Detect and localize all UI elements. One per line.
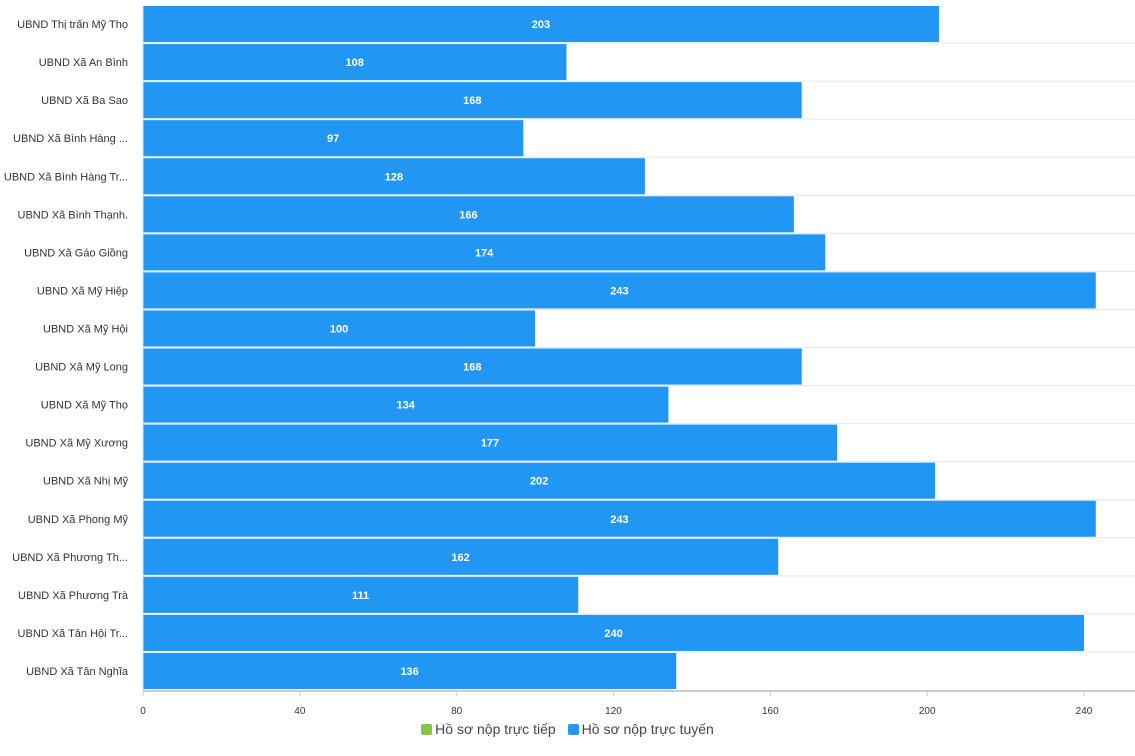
bar[interactable] (143, 272, 1096, 309)
bar[interactable] (143, 462, 936, 499)
bar[interactable] (143, 82, 802, 119)
data-label: 243 (610, 285, 628, 297)
x-tick-label: 160 (762, 706, 779, 717)
legend-label-direct: Hồ sơ nộp trực tiếp (435, 721, 556, 737)
x-tick-label: 240 (1076, 706, 1093, 717)
x-tick-label: 120 (605, 706, 622, 717)
data-label: 108 (346, 57, 364, 69)
data-label: 166 (459, 209, 477, 221)
x-tick-label: 200 (919, 706, 936, 717)
category-label: UBND Xã Nhị Mỹ (43, 476, 128, 488)
x-tick-label: 80 (451, 706, 463, 717)
bar[interactable] (143, 348, 802, 385)
category-label: UBND Xã Bình Thạnh. (18, 209, 128, 221)
bars: 203 108 168 97 128 166 174 243 100 168 134 177 202 24… (143, 6, 1096, 689)
legend-item-online[interactable]: Hồ sơ nộp trực tuyến (567, 721, 714, 737)
legend-swatch-direct (421, 723, 433, 735)
category-label: UBND Xã Bình Hàng ... (13, 133, 128, 145)
data-label: 177 (481, 438, 499, 450)
data-label: 128 (385, 171, 403, 183)
data-label: 202 (530, 476, 548, 488)
data-label: 134 (397, 400, 416, 412)
legend: Hồ sơ nộp trực tiếp Hồ sơ nộp trực tuyến (0, 721, 1135, 737)
legend-swatch-online (567, 723, 579, 735)
x-axis: 0 40 80 120 160 200 240 (140, 5, 1135, 717)
category-labels: UBND Thị trấn Mỹ Thọ UBND Xã An Bình UBND … (4, 19, 129, 678)
category-label: UBND Xã Mỹ Long (35, 362, 128, 374)
category-label: UBND Xã Gáo Giồng (24, 247, 128, 259)
bar[interactable] (143, 652, 677, 689)
x-tick-label: 40 (294, 706, 306, 717)
category-label: UBND Xã Phương Th... (12, 552, 128, 564)
bar[interactable] (143, 538, 779, 575)
bar[interactable] (143, 44, 567, 81)
category-label: UBND Xã Bình Hàng Tr... (4, 171, 128, 183)
data-label: 203 (532, 19, 550, 31)
bar[interactable] (143, 158, 645, 195)
category-label: UBND Xã Phong Mỹ (28, 514, 129, 526)
bar[interactable] (143, 234, 826, 271)
bar[interactable] (143, 120, 524, 157)
data-label: 100 (330, 323, 348, 335)
category-label: UBND Xã Ba Sao (41, 95, 128, 107)
bar[interactable] (143, 424, 838, 461)
bar[interactable] (143, 614, 1085, 651)
legend-item-direct[interactable]: Hồ sơ nộp trực tiếp (421, 721, 556, 737)
data-label: 111 (352, 590, 369, 602)
category-label: UBND Xã Mỹ Hội (43, 323, 128, 335)
bar[interactable] (143, 386, 669, 423)
category-label: UBND Xã Tân Nghĩa (26, 666, 129, 678)
bar[interactable] (143, 500, 1096, 537)
data-label: 243 (610, 514, 628, 526)
category-label: UBND Xã Phương Trà (18, 590, 129, 602)
data-label: 97 (327, 133, 339, 145)
data-label: 136 (400, 666, 418, 678)
category-label: UBND Xã Tân Hội Tr... (18, 628, 128, 640)
bar[interactable] (143, 310, 536, 347)
x-tick-label: 0 (140, 706, 146, 717)
data-label: 240 (604, 628, 622, 640)
category-label: UBND Thị trấn Mỹ Thọ (17, 19, 128, 31)
data-label: 174 (475, 247, 494, 259)
data-label: 168 (463, 95, 481, 107)
gridlines (143, 42, 1135, 653)
bar[interactable] (143, 576, 579, 613)
legend-label-online: Hồ sơ nộp trực tuyến (581, 721, 714, 737)
bar[interactable] (143, 196, 794, 233)
data-label: 168 (463, 362, 481, 374)
category-label: UBND Xã Mỹ Xương (25, 438, 128, 450)
category-label: UBND Xã Mỹ Thọ (41, 400, 128, 412)
category-label: UBND Xã Mỹ Hiệp (37, 285, 128, 297)
bar[interactable] (143, 6, 939, 43)
category-label: UBND Xã An Bình (39, 57, 128, 69)
data-label: 162 (451, 552, 469, 564)
